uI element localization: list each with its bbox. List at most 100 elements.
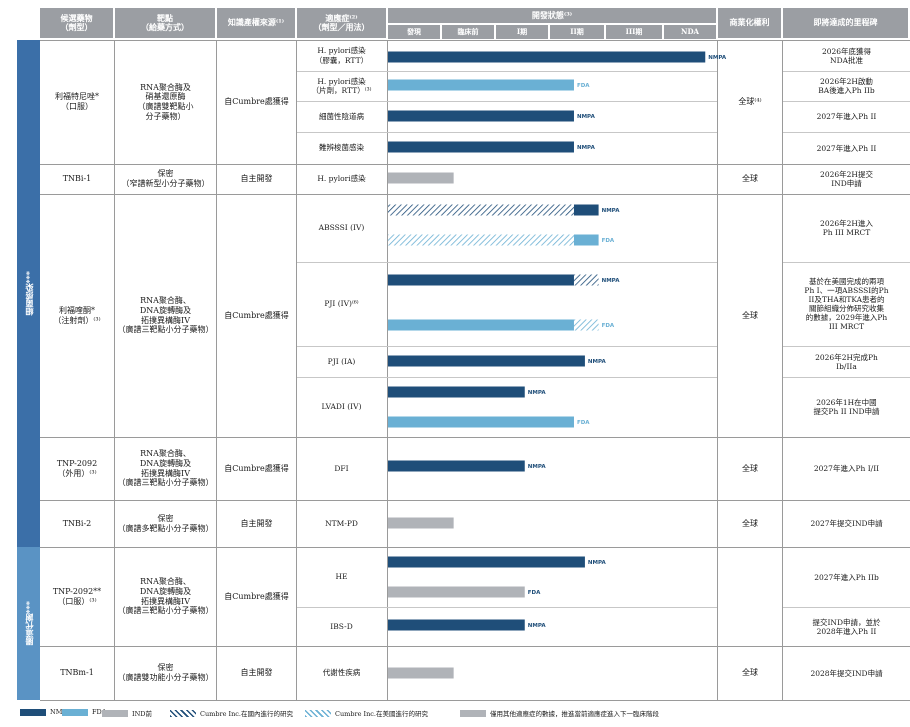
ip-source: 自Cumbre處獲得 <box>224 310 289 320</box>
bar-label: NMPA <box>602 278 621 284</box>
legend-label: Cumbre Inc.在美國進行的研究 <box>335 710 428 718</box>
subrow-divider <box>297 346 717 347</box>
indication-label: IBS-D <box>330 621 353 631</box>
header-milestone: 即將達成的里程碑 <box>783 8 908 38</box>
bar-label: NMPA <box>588 560 607 566</box>
header-indication: 適應症⁽²⁾ （劑型／用法） <box>297 8 386 38</box>
header-dev-status: 開發狀態⁽³⁾ <box>388 8 716 23</box>
ip-source: 自Cumbre處獲得 <box>224 463 289 473</box>
milestone-text: 提交IND申請，並於 2028年進入Ph II <box>812 617 881 636</box>
header-candidate: 候選藥物 （劑型） <box>40 8 113 38</box>
candidate-name: TNP-2092 （外用）⁽³⁾ <box>56 458 98 478</box>
bar-segment <box>388 51 706 63</box>
commercial-rights: 全球⁽⁴⁾ <box>738 97 762 107</box>
candidate-name: TNBi-2 <box>62 518 92 528</box>
legend-swatch <box>102 709 128 717</box>
candidate-name: TNBi-1 <box>62 174 92 184</box>
bar-segment <box>573 274 599 286</box>
subrow-divider <box>297 607 717 608</box>
header-stage-1: 發現 <box>388 25 440 39</box>
bar-segment <box>573 319 599 331</box>
bar-label: NMPA <box>602 208 621 214</box>
target-desc: 保密 （窄譜新型小分子藥物） <box>121 169 210 188</box>
subrow-divider <box>297 377 717 378</box>
header-stage-5: III期 <box>606 25 662 39</box>
row-divider <box>40 547 910 548</box>
candidate-name: 利福喹酮* （注射劑）⁽³⁾ <box>53 305 101 325</box>
col-divider <box>717 40 718 700</box>
legend-swatch <box>305 709 331 717</box>
bar-label: NMPA <box>588 359 607 365</box>
header-stage-2: 臨床前 <box>442 25 494 39</box>
ip-source: 自主開發 <box>240 518 273 528</box>
row-divider <box>40 194 910 195</box>
bar-segment <box>573 204 599 216</box>
subrow-divider <box>783 346 910 347</box>
commercial-rights: 全球 <box>742 463 758 473</box>
header-stage-4: II期 <box>550 25 604 39</box>
candidate-name: 利福特尼唑* （口服） <box>55 92 99 111</box>
subrow-divider <box>783 262 910 263</box>
target-desc: RNA聚合酶、 DNA旋轉酶及 拓撲異構酶IV （廣譜三靶點小分子藥物） <box>117 449 214 488</box>
commercial-rights <box>718 547 782 646</box>
ip-source: 自Cumbre處獲得 <box>224 97 289 107</box>
header-stage-6: NDA <box>664 25 716 39</box>
ip-source: 自主開發 <box>240 668 273 678</box>
bar-segment <box>388 619 525 631</box>
legend-swatch <box>170 709 196 717</box>
col-divider <box>114 40 115 700</box>
legend-swatch <box>20 708 46 716</box>
bar-label: FDA <box>602 238 615 244</box>
col-divider <box>387 40 388 700</box>
row-divider <box>40 500 910 501</box>
header-target: 靶點 （給藥方式） <box>115 8 215 38</box>
subrow-divider <box>297 262 717 263</box>
ip-source: 自主開發 <box>240 174 273 184</box>
bar-segment <box>388 79 574 91</box>
subrow-divider <box>297 132 717 133</box>
milestone-text: 2026年2H完成Ph Ib/IIa <box>815 352 878 371</box>
milestone-text: 2027年提交IND申請 <box>810 519 883 528</box>
milestone-text: 基於在美國完成的兩項 Ph I、一項ABSSSI的Ph II及THA和TKA患者… <box>804 277 889 331</box>
bar-segment <box>388 141 574 153</box>
col-divider <box>782 40 783 700</box>
header-stage-3: I期 <box>496 25 548 39</box>
milestone-text: 2026年底獲得 NDA批准 <box>821 46 872 65</box>
legend-label: FDA <box>92 708 107 716</box>
milestone-text: 2027年進入Ph IIb <box>814 572 879 582</box>
legend-item: Cumbre Inc.在國內進行的研究 <box>170 708 293 718</box>
header-ip-source: 知識產權來源⁽¹⁾ <box>217 8 295 38</box>
col-divider <box>296 40 297 700</box>
indication-label: PJI (IA) <box>327 356 356 366</box>
indication-label: H. pylori感染 （片劑，RTT）⁽³⁾ <box>311 76 372 95</box>
bar-segment <box>388 110 574 122</box>
bar-segment <box>573 234 599 246</box>
row-divider <box>40 164 910 165</box>
bar-segment <box>388 355 585 367</box>
target-desc: RNA聚合酶及 硝基還原酶 （廣譜雙靶點小 分子藥物） <box>137 82 194 121</box>
indication-label: LVADI (IV) <box>321 402 362 412</box>
milestone-text: 2027年進入Ph I/II <box>813 464 880 473</box>
indication-label: HE <box>335 572 348 582</box>
indication-label: PJI (IV)⁽⁶⁾ <box>324 299 359 309</box>
bar-segment <box>388 172 454 184</box>
bar-label: FDA <box>528 590 541 596</box>
target-desc: 保密 （廣譜多靶點小分子藥物） <box>117 513 214 533</box>
legend-label: IND前 <box>132 710 152 718</box>
bar-label: FDA <box>577 83 590 89</box>
candidate-name: TNBm-1 <box>60 668 94 678</box>
legend-swatch <box>62 708 88 716</box>
indication-label: H. pylori感染 <box>317 174 366 184</box>
subrow-divider <box>297 101 717 102</box>
subrow-divider <box>297 71 717 72</box>
milestone-text: 2026年2H提交 IND申請 <box>820 170 873 188</box>
target-desc: RNA聚合酶、 DNA旋轉酶及 拓撲異構酶IV （廣譜三靶點小分子藥物） <box>117 296 214 335</box>
bar-segment <box>388 386 525 398</box>
bar-label: NMPA <box>577 145 596 151</box>
commercial-rights: 全球 <box>742 518 758 528</box>
indication-label: DFI <box>334 463 349 473</box>
col-divider <box>216 40 217 700</box>
milestone-text: 2026年2H進入 Ph III MRCT <box>820 219 873 237</box>
indication-label: 細菌性陰道病 <box>319 111 364 121</box>
legend-label: NMPA <box>50 708 71 716</box>
